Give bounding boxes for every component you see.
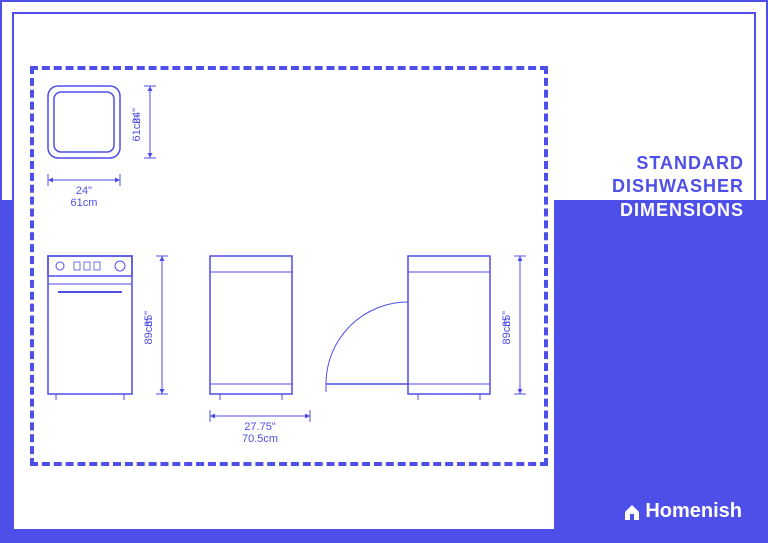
title-line-3: DIMENSIONS [612,199,744,222]
title-block: STANDARD DISHWASHER DIMENSIONS [612,152,744,222]
title-line-1: STANDARD [612,152,744,175]
dashed-boundary [30,66,548,466]
brand-text: Homenish [645,500,742,523]
house-icon [622,502,642,522]
title-line-2: DISHWASHER [612,175,744,198]
brand-logo: Homenish [622,500,742,523]
diagram-canvas: 24"61cm24"61cm35"89cm27.75"70.5cm35"89cm… [0,0,768,543]
